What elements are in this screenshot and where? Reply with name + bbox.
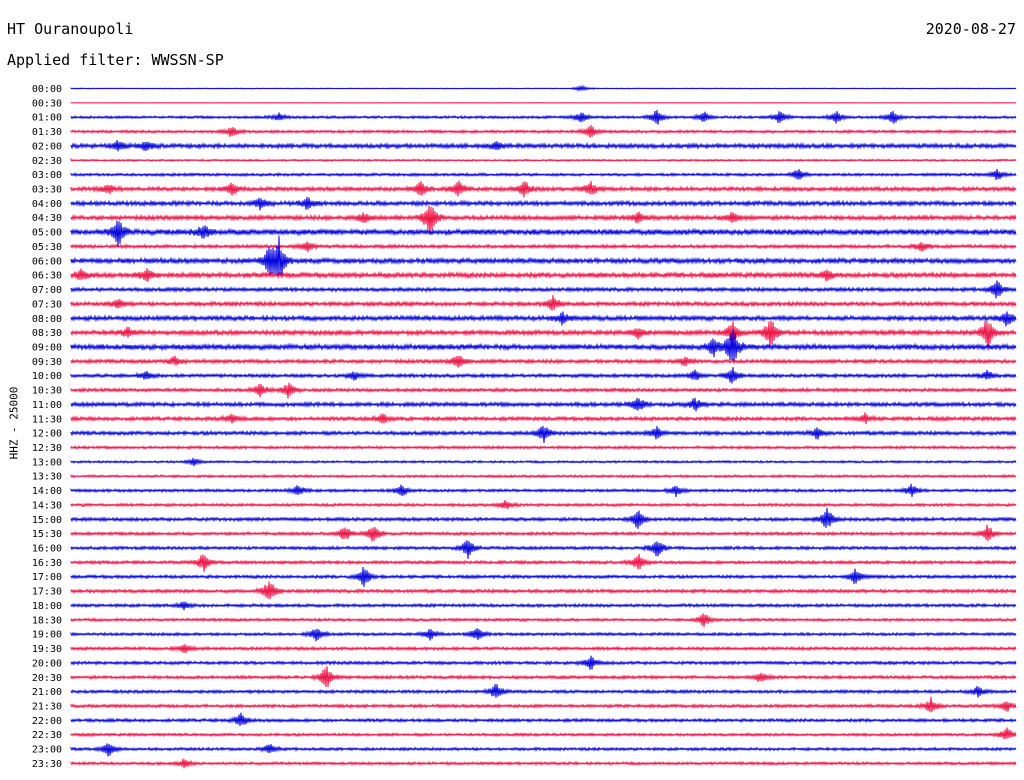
time-label-0330: 03:30 xyxy=(32,185,62,196)
trace-0100 xyxy=(70,109,1017,125)
time-label-2300: 23:00 xyxy=(32,745,62,756)
trace-2130 xyxy=(70,696,1017,713)
time-label-1730: 17:30 xyxy=(32,587,62,598)
trace-0430 xyxy=(70,205,1017,234)
trace-0600 xyxy=(70,235,1017,278)
time-label-1100: 11:00 xyxy=(32,400,62,411)
time-label-1130: 11:30 xyxy=(32,414,62,425)
time-label-0300: 03:00 xyxy=(32,170,62,181)
trace-1500 xyxy=(70,507,1017,529)
time-label-2030: 20:30 xyxy=(32,673,62,684)
trace-2100 xyxy=(70,684,1017,698)
time-label-0030: 00:30 xyxy=(32,98,62,109)
filter-label: Applied filter: WWSSN-SP xyxy=(7,51,224,69)
trace-1600 xyxy=(70,540,1017,559)
time-label-0630: 06:30 xyxy=(32,271,62,282)
time-label-0200: 02:00 xyxy=(32,141,62,152)
trace-2000 xyxy=(70,655,1017,670)
time-label-0730: 07:30 xyxy=(32,299,62,310)
trace-0730 xyxy=(70,295,1017,311)
time-label-0600: 06:00 xyxy=(32,256,62,267)
trace-1400 xyxy=(70,483,1017,498)
time-label-1230: 12:30 xyxy=(32,443,62,454)
time-label-0100: 01:00 xyxy=(32,113,62,124)
time-label-0230: 02:30 xyxy=(32,156,62,167)
time-label-2000: 20:00 xyxy=(32,658,62,669)
trace-0130 xyxy=(70,125,1017,138)
trace-0700 xyxy=(70,280,1017,299)
trace-1330 xyxy=(70,473,1017,479)
time-label-0430: 04:30 xyxy=(32,213,62,224)
trace-2230 xyxy=(70,727,1017,740)
trace-1730 xyxy=(70,581,1017,600)
trace-0230 xyxy=(70,157,1017,163)
trace-0900 xyxy=(70,329,1017,361)
trace-0400 xyxy=(70,197,1017,211)
trace-1530 xyxy=(70,524,1017,542)
time-label-1400: 14:00 xyxy=(32,486,62,497)
time-label-1900: 19:00 xyxy=(32,630,62,641)
trace-1130 xyxy=(70,412,1017,425)
trace-0300 xyxy=(70,169,1017,180)
time-label-2230: 22:30 xyxy=(32,730,62,741)
time-label-0400: 04:00 xyxy=(32,199,62,210)
trace-1200 xyxy=(70,426,1017,444)
time-label-1500: 15:00 xyxy=(32,515,62,526)
trace-0800 xyxy=(70,311,1017,327)
time-label-1300: 13:00 xyxy=(32,457,62,468)
trace-0830 xyxy=(70,320,1017,351)
trace-2200 xyxy=(70,712,1017,727)
time-label-0800: 08:00 xyxy=(32,314,62,325)
time-label-1200: 12:00 xyxy=(32,429,62,440)
time-label-1630: 16:30 xyxy=(32,558,62,569)
station-title: HT Ouranoupoli xyxy=(7,20,134,38)
time-label-1700: 17:00 xyxy=(32,572,62,583)
time-label-1330: 13:30 xyxy=(32,472,62,483)
trace-1900 xyxy=(70,628,1017,642)
trace-1830 xyxy=(70,613,1017,628)
time-label-1430: 14:30 xyxy=(32,500,62,511)
date-label: 2020-08-27 xyxy=(925,20,1016,38)
trace-1100 xyxy=(70,397,1017,412)
trace-1230 xyxy=(70,444,1017,451)
trace-1430 xyxy=(70,499,1017,509)
time-label-0830: 08:30 xyxy=(32,328,62,339)
trace-2030 xyxy=(70,666,1017,688)
time-label-1800: 18:00 xyxy=(32,601,62,612)
trace-1800 xyxy=(70,601,1017,611)
trace-0200 xyxy=(70,140,1017,152)
trace-0630 xyxy=(70,268,1017,282)
trace-0330 xyxy=(70,180,1017,198)
time-label-1600: 16:00 xyxy=(32,544,62,555)
time-label-0000: 00:00 xyxy=(32,84,62,95)
trace-0000 xyxy=(70,84,1017,92)
trace-1030 xyxy=(70,382,1017,399)
trace-1300 xyxy=(70,457,1017,467)
trace-0500 xyxy=(70,220,1017,247)
time-label-0530: 05:30 xyxy=(32,242,62,253)
time-label-1000: 10:00 xyxy=(32,371,62,382)
time-label-1930: 19:30 xyxy=(32,644,62,655)
trace-2300 xyxy=(70,743,1017,757)
trace-2330 xyxy=(70,758,1017,769)
time-label-0930: 09:30 xyxy=(32,357,62,368)
trace-1930 xyxy=(70,644,1017,654)
time-label-1830: 18:30 xyxy=(32,615,62,626)
trace-1700 xyxy=(70,566,1017,587)
time-label-2330: 23:30 xyxy=(32,759,62,770)
trace-0930 xyxy=(70,355,1017,368)
time-label-0130: 01:30 xyxy=(32,127,62,138)
time-label-1530: 15:30 xyxy=(32,529,62,540)
time-label-2130: 21:30 xyxy=(32,701,62,712)
time-label-1030: 10:30 xyxy=(32,386,62,397)
trace-0530 xyxy=(70,241,1017,253)
time-label-2100: 21:00 xyxy=(32,687,62,698)
time-label-0700: 07:00 xyxy=(32,285,62,296)
time-label-2200: 22:00 xyxy=(32,716,62,727)
trace-1630 xyxy=(70,553,1017,573)
time-label-0900: 09:00 xyxy=(32,342,62,353)
trace-1000 xyxy=(70,367,1017,384)
time-label-0500: 05:00 xyxy=(32,228,62,239)
